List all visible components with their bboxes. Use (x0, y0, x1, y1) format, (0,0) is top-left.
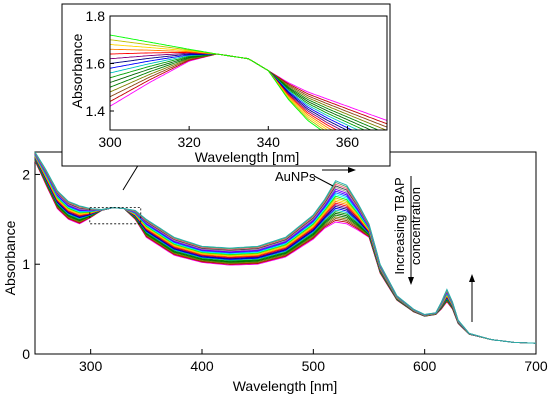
inset-x-tick-label: 340 (257, 134, 281, 150)
inset-y-ticks: 1.4 1.6 1.8 (86, 8, 114, 119)
main-x-tick-label: 300 (79, 358, 103, 374)
inset-x-tick-label: 300 (98, 134, 122, 150)
inset-curves (110, 34, 387, 130)
inset-y-tick-label: 1.8 (86, 8, 106, 24)
inset-x-ticks: 300 320 340 360 (98, 126, 359, 150)
main-x-axis-label: Wavelength [nm] (233, 378, 338, 394)
main-x-tick-label: 700 (524, 358, 548, 374)
trend-label-line1: Increasing TBAP (392, 177, 407, 274)
zoom-region-box (89, 206, 142, 225)
inset-y-tick-label: 1.6 (86, 56, 106, 72)
main-x-ticks: 300 400 500 600 700 (79, 349, 548, 374)
trend-label-line2: concentration (408, 187, 423, 265)
inset-y-tick-label: 1.4 (86, 103, 106, 119)
main-y-tick-label: 2 (22, 166, 30, 182)
main-series-line-25 (34, 151, 537, 344)
inset-y-axis-label: Absorbance (69, 33, 85, 108)
shift-right-arrow (322, 167, 356, 173)
main-curves (34, 151, 537, 344)
main-panel: 300 400 500 600 700 0 1 2 Wavelength [nm] Abso… (2, 124, 548, 394)
main-x-tick-label: 400 (190, 358, 214, 374)
peak-leader-line (313, 175, 334, 187)
main-y-tick-label: 1 (22, 256, 30, 272)
main-y-ticks: 0 1 2 (22, 166, 40, 362)
peak-annotation-label: AuNPs (275, 169, 316, 184)
inset-plot-frame (109, 15, 388, 131)
inset-x-axis-label: Wavelength [nm] (195, 149, 300, 165)
q-band-up-arrow (469, 274, 475, 322)
main-y-tick-label: 0 (22, 346, 30, 362)
inset-x-tick-label: 320 (177, 134, 201, 150)
main-x-tick-label: 600 (413, 358, 437, 374)
inset-panel: 300 320 340 360 1.4 1.6 1.8 Wavelength [nm] A… (61, 3, 391, 167)
main-series-line-9 (34, 157, 537, 344)
inset-x-tick-label: 360 (336, 134, 360, 150)
main-y-axis-label: Absorbance (2, 220, 18, 295)
inset-series-line-16 (110, 34, 322, 130)
main-x-tick-label: 500 (302, 358, 326, 374)
trend-down-arrow (408, 176, 414, 285)
